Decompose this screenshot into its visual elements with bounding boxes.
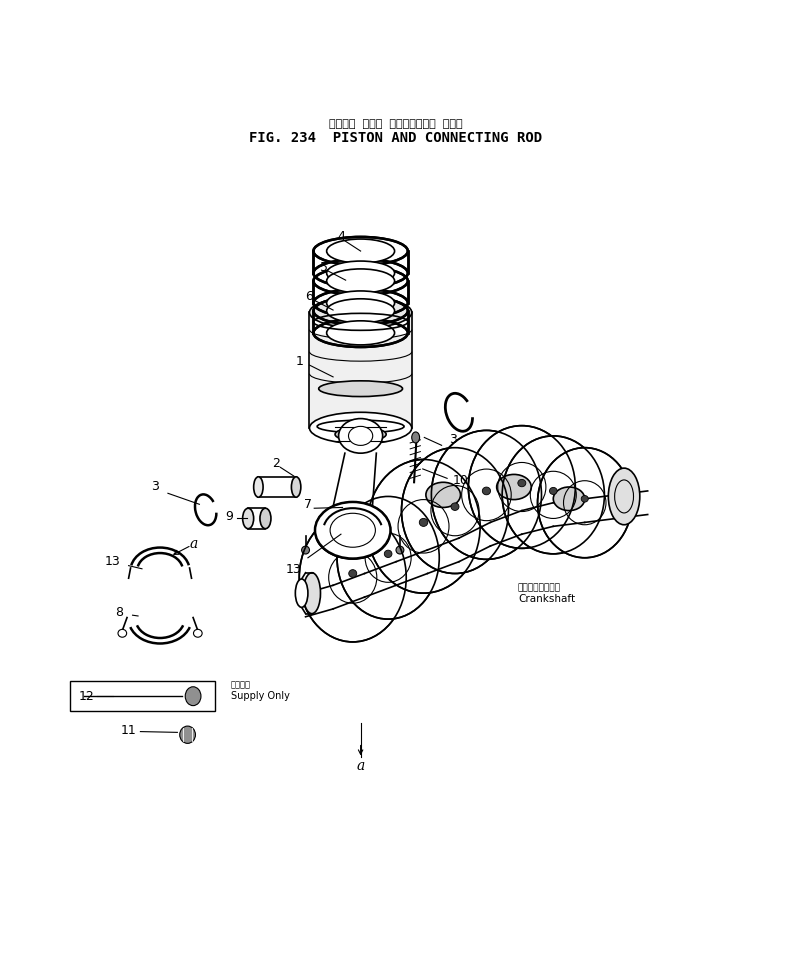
Text: 8: 8 [115,607,124,619]
Ellipse shape [242,508,253,529]
Text: 13: 13 [286,563,302,576]
Ellipse shape [315,502,390,558]
Polygon shape [333,453,376,506]
Ellipse shape [518,479,526,487]
Ellipse shape [451,503,459,510]
Ellipse shape [608,468,640,525]
Ellipse shape [468,426,575,548]
Ellipse shape [326,291,394,315]
Bar [70,681,215,711]
Polygon shape [314,311,408,333]
Ellipse shape [180,726,196,743]
Ellipse shape [402,448,508,574]
Ellipse shape [554,487,584,510]
Ellipse shape [550,487,557,495]
Text: 6: 6 [306,290,314,303]
Ellipse shape [253,477,263,497]
Ellipse shape [538,448,632,558]
Ellipse shape [326,269,394,293]
Text: a: a [190,537,198,550]
Text: FIG. 234  PISTON AND CONNECTING ROD: FIG. 234 PISTON AND CONNECTING ROD [249,131,543,145]
Ellipse shape [482,487,490,495]
Ellipse shape [317,420,404,432]
Ellipse shape [337,497,440,619]
Ellipse shape [193,629,202,637]
Ellipse shape [326,299,394,322]
Ellipse shape [581,496,588,503]
Text: ピストン  および  コネクティング  ロッド: ピストン および コネクティング ロッド [329,119,463,129]
Text: Supply Only: Supply Only [230,692,290,701]
Ellipse shape [260,508,271,529]
Ellipse shape [339,419,383,453]
Text: 1: 1 [296,355,304,367]
Ellipse shape [118,629,127,637]
Ellipse shape [419,518,428,526]
Polygon shape [310,313,412,428]
Text: 13: 13 [105,555,120,568]
Ellipse shape [384,550,392,557]
Ellipse shape [348,427,373,445]
Ellipse shape [185,687,201,705]
Ellipse shape [310,297,412,328]
Ellipse shape [326,320,394,345]
Ellipse shape [432,431,542,559]
Text: 7: 7 [304,498,312,510]
Polygon shape [314,281,408,303]
Ellipse shape [335,428,386,441]
Ellipse shape [341,508,380,537]
Text: 2: 2 [272,457,280,469]
Ellipse shape [348,570,356,578]
Ellipse shape [295,579,308,608]
Ellipse shape [367,460,480,593]
Ellipse shape [310,412,412,444]
Ellipse shape [497,474,531,500]
Text: 10: 10 [452,474,468,487]
Text: 5: 5 [320,261,328,274]
Text: 11: 11 [120,725,136,737]
Text: 12: 12 [79,690,95,702]
Ellipse shape [328,512,377,548]
Ellipse shape [502,436,604,554]
Ellipse shape [326,239,394,263]
Ellipse shape [303,573,321,614]
Text: クランクシャフト: クランクシャフト [518,583,561,592]
Text: Crankshaft: Crankshaft [518,594,575,604]
Ellipse shape [291,477,301,497]
Text: a: a [356,759,365,773]
Polygon shape [314,251,408,273]
Text: 3: 3 [449,433,456,446]
Ellipse shape [396,546,404,554]
Text: 4: 4 [337,231,345,244]
Ellipse shape [426,482,460,507]
Ellipse shape [412,431,420,443]
Ellipse shape [318,381,402,396]
Text: 補給専用: 補給専用 [230,680,251,689]
Text: 3: 3 [150,480,158,494]
Ellipse shape [315,502,390,558]
Ellipse shape [326,261,394,285]
Text: 9: 9 [226,510,233,523]
Ellipse shape [299,513,406,642]
Ellipse shape [302,546,310,554]
